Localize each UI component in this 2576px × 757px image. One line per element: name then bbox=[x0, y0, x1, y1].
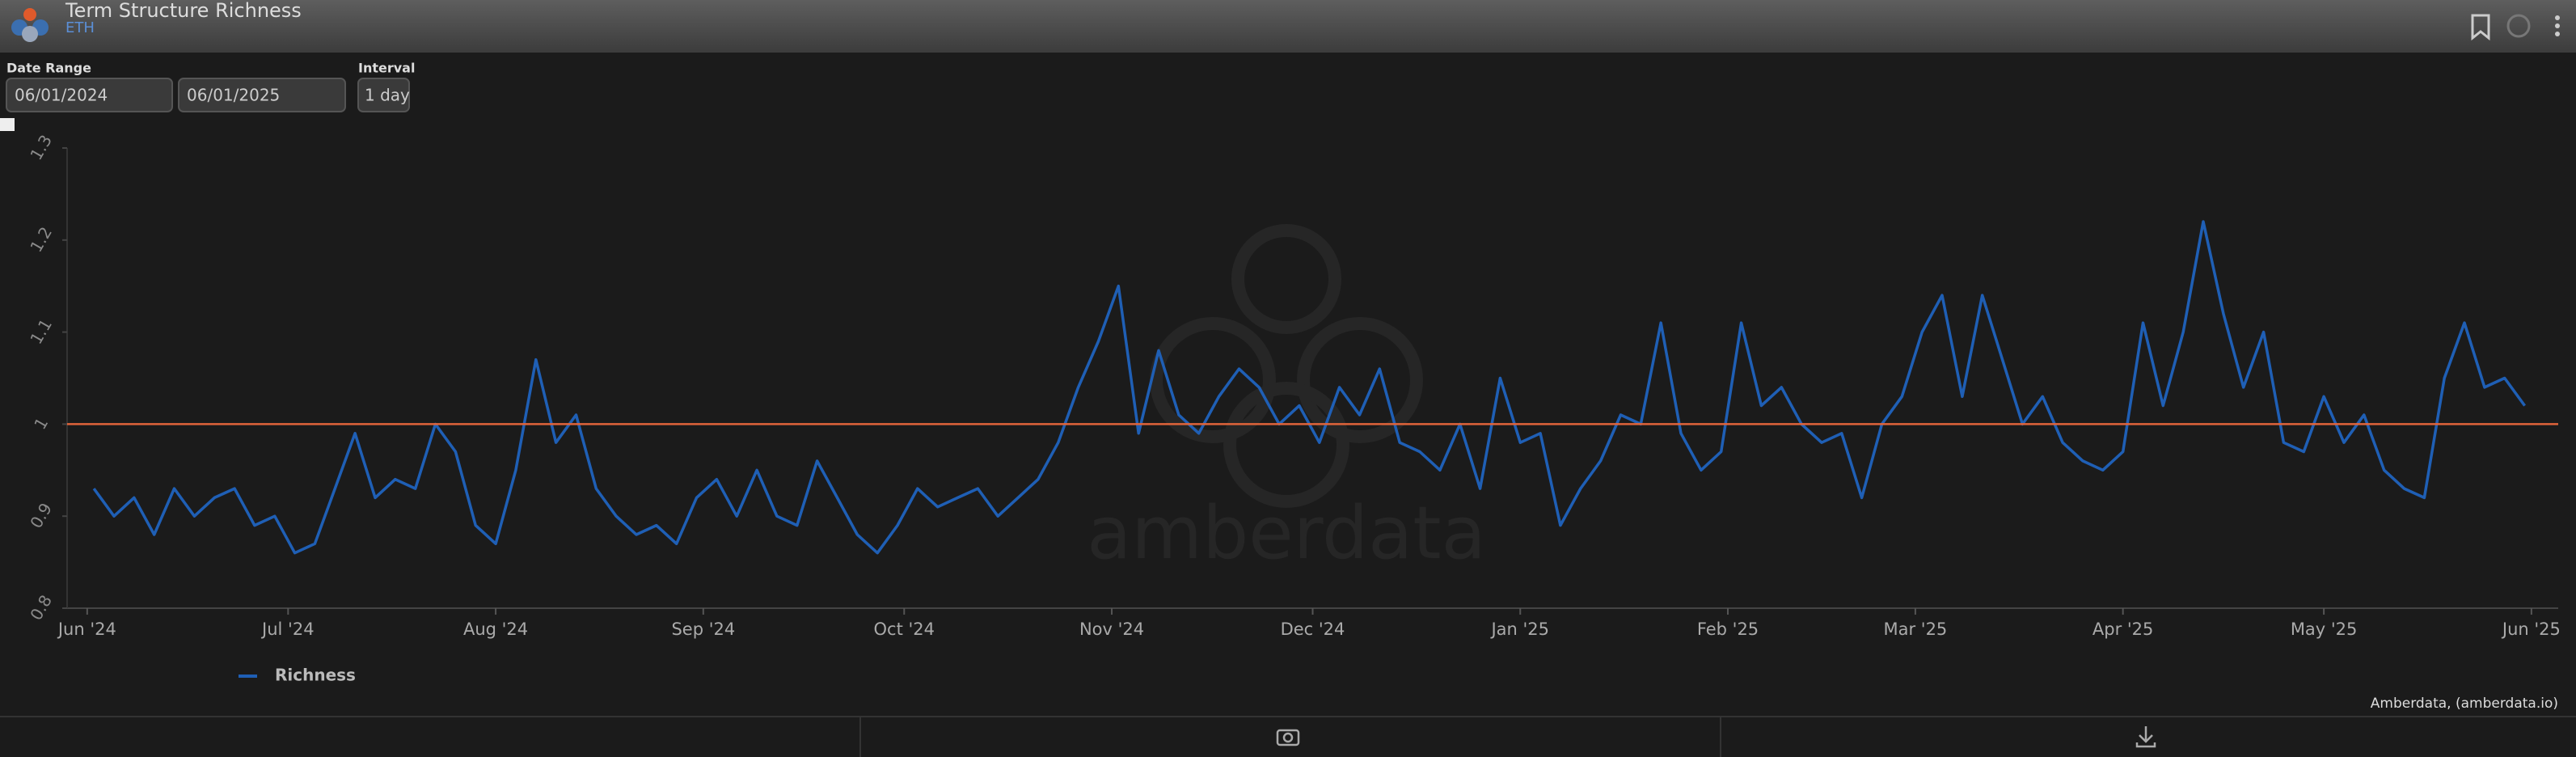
download-icon[interactable] bbox=[2135, 726, 2156, 748]
bookmark-icon[interactable] bbox=[2471, 14, 2490, 41]
watermark: amberdata bbox=[1087, 491, 1485, 576]
menu-icon[interactable] bbox=[2555, 15, 2560, 36]
x-tick-label: Sep '24 bbox=[671, 620, 735, 639]
credit: Amberdata, (amberdata.io) bbox=[2371, 696, 2558, 712]
x-tick-label: Dec '24 bbox=[1281, 620, 1345, 639]
interval-label: Interval bbox=[358, 61, 415, 76]
x-tick-label: Jun '25 bbox=[2501, 620, 2561, 639]
x-tick-label: Apr '25 bbox=[2092, 620, 2154, 639]
x-tick-label: Oct '24 bbox=[874, 620, 935, 639]
x-tick-label: Jul '24 bbox=[260, 620, 315, 639]
header-bar bbox=[0, 0, 2576, 53]
legend-label[interactable]: Richness bbox=[275, 666, 356, 685]
x-tick-label: Mar '25 bbox=[1884, 620, 1948, 639]
help-icon[interactable] bbox=[2506, 14, 2531, 38]
x-tick-label: Nov '24 bbox=[1079, 620, 1144, 639]
title: Term Structure Richness bbox=[65, 0, 302, 22]
toggle-button[interactable] bbox=[0, 118, 15, 131]
x-tick-label: May '25 bbox=[2291, 620, 2358, 639]
x-tick-label: Jun '24 bbox=[57, 620, 116, 639]
start-input[interactable] bbox=[6, 78, 173, 112]
interval-select[interactable] bbox=[357, 78, 410, 112]
camera-icon[interactable] bbox=[1276, 729, 1300, 746]
watermark-logo bbox=[1150, 224, 1423, 508]
x-tick-label: Feb '25 bbox=[1697, 620, 1759, 639]
x-tick-label: Aug '24 bbox=[463, 620, 528, 639]
end-input[interactable] bbox=[178, 78, 346, 112]
interval-value: 1 day bbox=[365, 86, 410, 105]
end-date: 06/01/2025 bbox=[187, 86, 280, 105]
date-range-label: Date Range bbox=[6, 61, 91, 76]
start-date: 06/01/2024 bbox=[15, 86, 108, 105]
subtitle: ETH bbox=[65, 19, 95, 36]
x-tick-label: Jan '25 bbox=[1489, 620, 1549, 639]
logo bbox=[11, 8, 49, 42]
